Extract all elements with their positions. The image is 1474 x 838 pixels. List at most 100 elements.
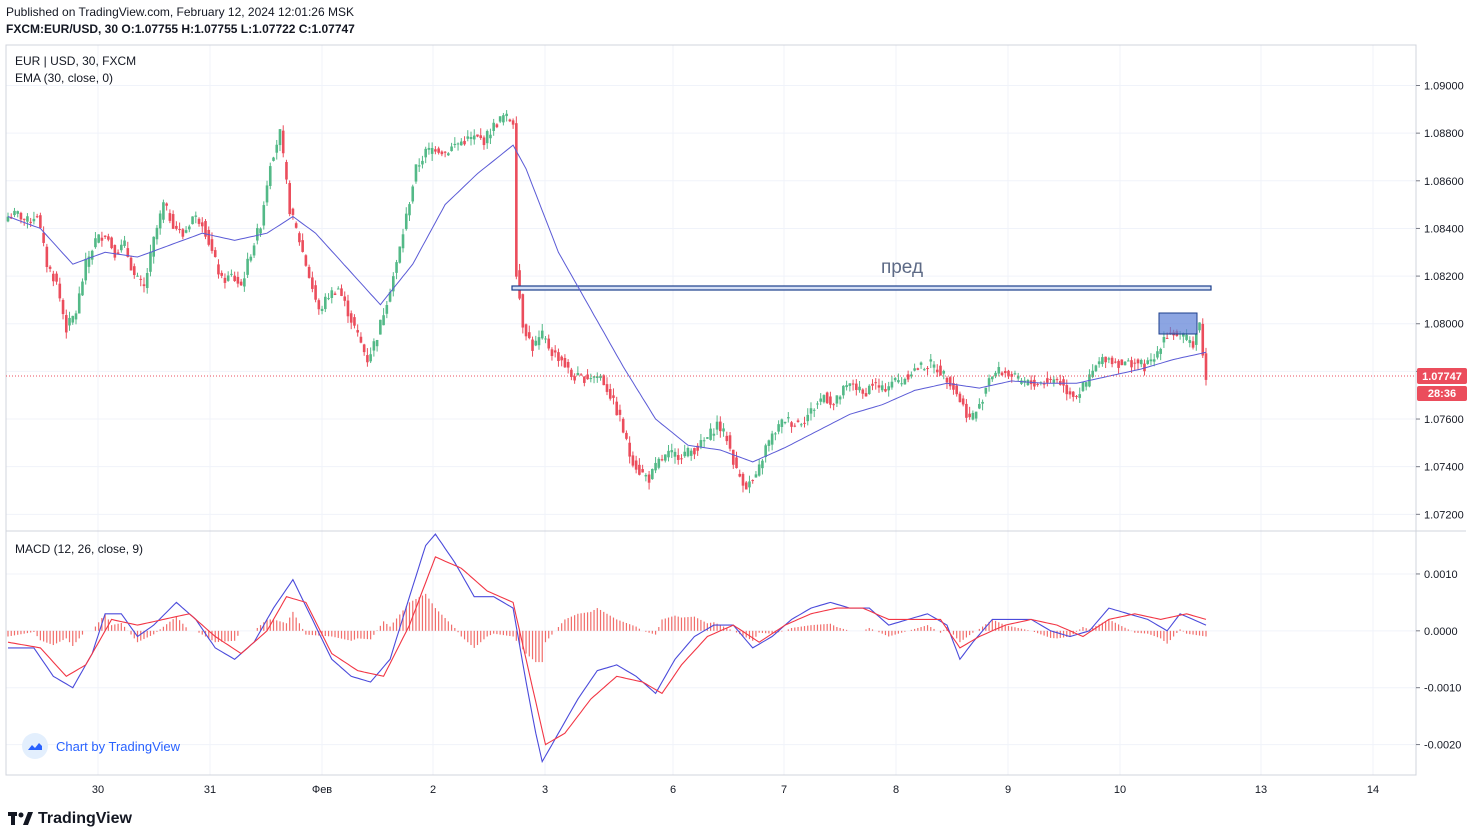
candle-body	[550, 349, 554, 357]
candle-body	[903, 378, 907, 385]
candle-body	[210, 239, 214, 251]
candle-body	[1139, 359, 1143, 365]
candle-body	[22, 218, 26, 220]
candle-body	[291, 208, 295, 215]
candle-body	[275, 144, 279, 153]
horizontal-level[interactable]: пред	[511, 257, 1212, 291]
candle-body	[107, 236, 110, 240]
candle-body	[226, 275, 230, 281]
candle-body	[230, 273, 233, 275]
horizontal-level-bar[interactable]	[511, 285, 1212, 291]
candle-body	[68, 317, 71, 326]
candle-body	[97, 234, 100, 243]
candle-body	[586, 374, 589, 380]
candle-body	[32, 218, 36, 222]
candle-body	[327, 298, 330, 300]
candle-body	[349, 313, 353, 323]
candle-body	[482, 137, 486, 146]
candle-body	[796, 420, 800, 422]
candle-body	[336, 288, 340, 290]
ema-line	[7, 144, 1207, 463]
price-tick-label: 1.08200	[1424, 271, 1464, 283]
candle-body	[605, 384, 609, 392]
candle-body	[971, 412, 975, 420]
candle-body	[913, 368, 916, 371]
candle-body	[301, 240, 304, 252]
candle-body	[252, 245, 256, 256]
candle-body	[589, 378, 593, 380]
candle-body	[770, 433, 774, 445]
annotation-label[interactable]: пред	[881, 257, 923, 278]
candle-body	[495, 124, 499, 128]
candle-body	[725, 435, 729, 442]
candle-body	[382, 315, 385, 326]
candle-body	[45, 246, 49, 268]
candle-body	[1000, 372, 1004, 376]
candle-body	[1016, 375, 1020, 379]
candle-body	[961, 398, 965, 405]
candle-body	[6, 216, 10, 222]
candle-body	[625, 432, 628, 439]
candle-body	[1149, 359, 1153, 362]
candle-body	[991, 376, 994, 380]
tradingview-footer-logo[interactable]: TradingView	[8, 810, 132, 828]
candle-body	[693, 448, 696, 455]
candle-body	[472, 135, 476, 140]
candle-body	[615, 401, 619, 416]
time-tick-label: 8	[893, 784, 899, 796]
candle-body	[281, 130, 285, 154]
candle-body	[1013, 373, 1017, 375]
candle-body	[404, 213, 408, 230]
candle-body	[317, 300, 321, 310]
candle-body	[660, 459, 664, 461]
candle-body	[485, 131, 489, 144]
candle-body	[249, 256, 253, 261]
candle-body	[599, 375, 602, 379]
candle-body	[369, 354, 372, 362]
candle-body	[379, 319, 382, 335]
candle-body	[346, 300, 350, 317]
candle-body	[634, 460, 638, 470]
candle-body	[1078, 394, 1082, 398]
candle-body	[181, 229, 185, 237]
candle-body	[1185, 334, 1188, 340]
candle-body	[948, 377, 952, 387]
chart-by-tradingview[interactable]: Chart by TradingView	[22, 733, 180, 759]
candle-body	[676, 455, 680, 460]
candle-body	[1062, 379, 1065, 386]
candle-body	[935, 369, 939, 373]
footer-brand-text: TradingView	[38, 810, 132, 827]
grid-lines	[6, 45, 1416, 775]
candle-body	[469, 137, 473, 139]
candle-body	[443, 151, 447, 153]
candle-body	[809, 408, 813, 414]
candle-body	[848, 383, 852, 386]
candle-body	[893, 378, 897, 381]
candle-body	[26, 216, 29, 222]
price-axis-ticks: 1.09000 1.08800 1.08600 1.08400 1.08200 1.080…	[1416, 81, 1464, 521]
time-tick-label: 3	[542, 784, 548, 796]
candle-body	[602, 375, 606, 386]
candle-body	[1046, 378, 1049, 383]
candle-body	[155, 227, 159, 240]
candle-body	[816, 403, 819, 405]
candle-body	[268, 166, 272, 186]
candle-body	[505, 113, 508, 117]
candle-body	[307, 266, 311, 278]
time-axis-ticks: 30 31 Фев 2 3 6 7 8 9 10 13 14	[92, 784, 1379, 796]
candle-body	[719, 421, 722, 432]
candle-body	[90, 250, 94, 260]
candle-body	[278, 129, 282, 146]
candle-body	[537, 337, 541, 346]
candle-body	[259, 228, 262, 234]
candle-body	[430, 148, 434, 154]
candle-body	[939, 365, 942, 376]
highlight-box[interactable]	[1158, 312, 1198, 335]
candle-body	[557, 352, 560, 362]
ohlc-values: O:1.07755 H:1.07755 L:1.07722 C:1.07747	[121, 22, 355, 36]
macd-tick-label: -0.0020	[1424, 740, 1461, 752]
candle-body	[1133, 362, 1137, 364]
candle-body	[120, 244, 123, 251]
candle-body	[686, 448, 690, 457]
